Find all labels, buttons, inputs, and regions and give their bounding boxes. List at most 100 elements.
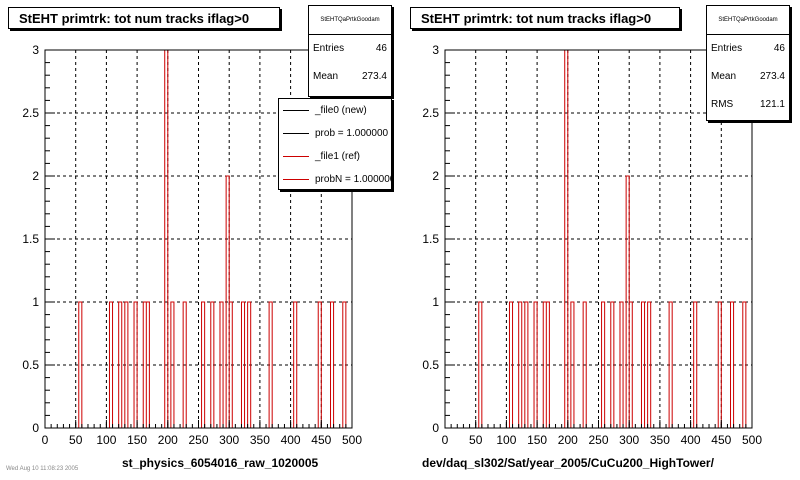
left-bin-1 [109,302,112,428]
left-bin-2 [119,302,122,428]
left-x-tick-label-2: 100 [96,433,116,447]
left-bin-14 [229,302,232,428]
legend-line-file1 [283,156,309,157]
left-bin-19 [318,302,321,428]
right-plot-title: StEHT primtrk: tot num tracks iflag>0 [410,7,680,29]
left-plot-title: StEHT primtrk: tot num tracks iflag>0 [8,7,280,29]
right-bin-3 [525,302,528,428]
legend-label-file1: _file1 (ref) [315,151,361,162]
legend-entry-prob: prob = 1.000000 [279,122,391,145]
left-x-tick-label-9: 450 [311,433,331,447]
right-y-tick-label-6: 3 [432,43,439,57]
left-stats-box: StEHTQaPrtkGoodam Entries 46 Mean 273.4 [308,5,392,97]
right-y-tick-label-2: 1 [432,295,439,309]
right-bin-16 [648,302,651,428]
right-x-tick-label-1: 50 [469,433,483,447]
right-bin-5 [543,302,546,428]
legend-entry-probn: probN = 1.000000 [279,168,392,189]
right-bin-10 [602,302,605,428]
right-stats-mean-value: 273.4 [759,71,785,82]
left-bin-18 [294,302,297,428]
right-bin-13 [626,176,629,428]
left-x-tick-label-8: 400 [281,433,301,447]
left-x-tick-label-5: 250 [188,433,208,447]
left-y-tick-label-6: 3 [32,43,39,57]
left-stats-entries-label: Entries [313,43,345,54]
right-x-tick-label-5: 250 [588,433,608,447]
legend-label-probn: probN = 1.000000 [315,174,392,185]
left-bin-13 [226,176,229,428]
right-bin-9 [583,302,586,428]
right-y-tick-label-3: 1.5 [422,232,439,246]
right-x-tick-label-9: 450 [711,433,731,447]
legend-label-prob: prob = 1.000000 [315,128,389,139]
legend-label-file0: _file0 (new) [315,105,367,116]
right-bin-2 [519,302,522,428]
left-bin-11 [211,302,214,428]
right-x-tick-label-8: 400 [681,433,701,447]
left-bin-21 [343,302,346,428]
left-stats-mean-value: 273.4 [361,71,387,82]
right-bin-11 [611,302,614,428]
left-x-tick-label-6: 300 [219,433,239,447]
left-bin-4 [134,302,137,428]
right-x-tick-label-0: 0 [442,433,449,447]
right-stats-entries-label: Entries [711,43,743,54]
right-x-tick-label-10: 500 [742,433,762,447]
legend-line-prob [283,133,309,134]
left-stats-entries-row: Entries 46 [309,35,391,63]
right-bin-7 [565,50,568,428]
left-x-tick-label-0: 0 [42,433,49,447]
left-histogram-pad: 0 50 100 150 200 250 300 350 400 450 500 0 0.5 1 1.5 2 2… [6,5,392,472]
right-x-tick-label-6: 300 [619,433,639,447]
left-y-tick-label-5: 2.5 [22,106,39,120]
right-bin-0 [479,302,482,428]
right-bin-1 [509,302,512,428]
legend-line-file0 [283,110,309,111]
left-bin-3 [125,302,128,428]
left-bin-8 [171,302,174,428]
left-x-axis-label: st_physics_6054016_raw_1020005 [122,456,319,470]
right-y-tick-label-0: 0 [432,421,439,435]
left-x-tick-label-10: 500 [342,433,362,447]
left-legend: _file0 (new) prob = 1.000000 _file1 (ref… [278,98,392,190]
left-y-tick-label-0: 0 [32,421,39,435]
left-bin-17 [269,302,272,428]
right-bin-4 [534,302,537,428]
right-bin-20 [731,302,734,428]
legend-line-probn [283,179,309,180]
right-y-tick-label-1: 0.5 [422,358,439,372]
right-stats-mean-row: Mean 273.4 [707,63,789,91]
left-x-tick-label-1: 50 [69,433,83,447]
right-bin-14 [629,302,632,428]
left-x-tick-label-3: 150 [127,433,147,447]
left-bin-12 [220,302,223,428]
right-stats-entries-value: 46 [773,43,785,54]
left-y-tick-label-2: 1 [32,295,39,309]
right-bin-12 [620,302,623,428]
left-y-tick-label-3: 1.5 [22,232,39,246]
right-y-tick-label-5: 2.5 [422,106,439,120]
right-stats-rms-label: RMS [711,99,734,110]
right-stats-entries-row: Entries 46 [707,35,789,63]
right-stats-box: StEHTQaPrtkGoodam Entries 46 Mean 273.4 … [706,5,790,121]
left-histogram-plot: 0 50 100 150 200 250 300 350 400 450 500 0 0.5 1 1.5 2 2… [22,43,362,447]
right-stats-rms-value: 121.1 [759,99,785,110]
left-stats-entries-value: 46 [375,43,387,54]
right-bin-21 [743,302,746,428]
right-y-tick-label-4: 2 [432,169,439,183]
left-bin-0 [79,302,82,428]
right-histogram-pad: 0 50 100 150 200 250 300 350 400 450 500 0 0.5 1 1.5 2 2… [400,0,800,480]
right-x-tick-label-3: 150 [527,433,547,447]
left-bin-16 [248,302,251,428]
left-x-tick-label-7: 350 [250,433,270,447]
left-bin-20 [331,302,334,428]
left-bin-7 [165,50,168,428]
legend-entry-file1: _file1 (ref) [279,145,391,168]
right-stats-name: StEHTQaPrtkGoodam [707,6,789,35]
right-bin-19 [718,302,721,428]
right-x-tick-label-2: 100 [496,433,516,447]
right-stats-rms-row: RMS 121.1 [707,91,789,119]
right-x-axis-label: dev/daq_sl302/Sat/year_2005/CuCu200_High… [422,456,714,470]
